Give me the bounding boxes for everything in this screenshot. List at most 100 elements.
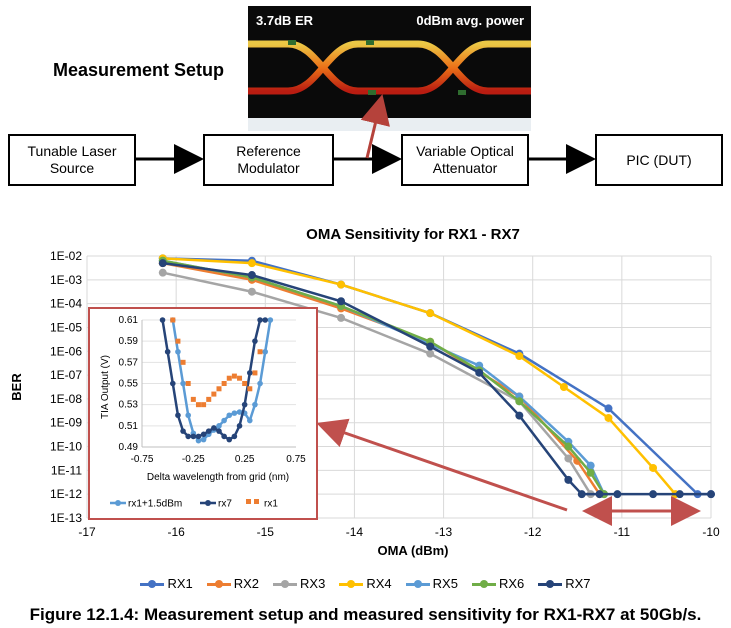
y-tick-label: 1E-05: [50, 320, 82, 334]
inset-data-point: [226, 375, 232, 381]
inset-data-point: [252, 370, 258, 376]
inset-data-point: [221, 381, 227, 386]
inset-ylabel: TIA Output (V): [100, 355, 111, 419]
y-tick-label: 1E-03: [50, 273, 82, 287]
inset-y-tick: 0.55: [119, 379, 139, 390]
chart-title: OMA Sensitivity for RX1 - RX7: [306, 226, 520, 243]
inset-data-point: [175, 338, 181, 344]
y-tick-label: 1E-12: [50, 487, 82, 501]
data-point: [426, 349, 435, 358]
inset-data-point: [226, 436, 233, 443]
inset-x-tick: 0.75: [286, 454, 306, 465]
inset-data-point: [195, 402, 201, 408]
data-point: [158, 259, 167, 268]
inset-data-point: [170, 380, 176, 387]
legend-label: RX3: [300, 576, 326, 591]
legend-swatch: [471, 579, 496, 589]
inset-data-point: [180, 380, 186, 387]
legend-swatch: [140, 579, 165, 589]
inset-legend-item: rx7: [200, 499, 232, 510]
data-point: [426, 342, 435, 351]
inset-legend-item: rx1+1.5dBm: [110, 499, 182, 510]
data-point: [564, 454, 573, 463]
box-reference-modulator: Reference Modulator: [203, 134, 334, 186]
inset-panel: [88, 307, 318, 520]
data-point: [475, 368, 484, 377]
y-tick-label: 1E-06: [50, 344, 82, 358]
inset-x-tick: -0.75: [131, 454, 154, 465]
inset-data-point: [221, 433, 227, 440]
data-point: [649, 490, 658, 499]
inset-series-rx1: [170, 317, 263, 408]
legend-swatch: [206, 579, 231, 589]
inset-data-point: [211, 425, 217, 431]
legend-item: RX7: [538, 576, 591, 591]
box-pic-dut: PIC (DUT): [595, 134, 723, 186]
inset-legend-swatch: [246, 499, 251, 504]
inset-data-point: [252, 401, 258, 408]
inset-xlabel: Delta wavelength from grid (nm): [147, 472, 289, 483]
inset-legend-dot: [115, 500, 121, 506]
inset-data-point: [257, 349, 263, 355]
inset-legend-swatch: [254, 499, 259, 504]
y-tick-label: 1E-13: [50, 511, 82, 525]
legend-label: RX2: [233, 576, 260, 591]
legend-item: RX1: [140, 576, 193, 591]
inset-data-point: [200, 436, 207, 443]
legend-item: RX3: [273, 576, 325, 591]
inset-data-point: [247, 417, 253, 424]
data-point: [586, 468, 595, 477]
inset-series-rx1-1-5dbm: [170, 317, 274, 444]
data-point: [337, 280, 346, 289]
legend-swatch: [538, 579, 563, 589]
legend-swatch: [273, 579, 298, 589]
inset-data-point: [159, 317, 166, 323]
data-point: [604, 413, 613, 422]
oma-sensitivity-chart: OMA Sensitivity for RX1 - RX7 1E-02 1E-03…: [9, 226, 720, 558]
inset-data-point: [216, 428, 222, 434]
series-rx3: [158, 268, 595, 499]
x-tick-label: -14: [346, 525, 364, 539]
data-point: [649, 463, 658, 472]
x-tick-label: -17: [78, 525, 96, 539]
inset-data-point: [164, 348, 171, 355]
callout-arrow-to-inset: [316, 418, 568, 512]
chart-ylabel: BER: [9, 373, 24, 401]
series-rx4: [158, 254, 680, 499]
x-tick-label: -12: [524, 525, 542, 539]
inset-data-point: [236, 423, 243, 429]
chart-legend: RX1 RX2 RX3 RX4 RX5 RX6 RX7: [0, 576, 731, 591]
inset-y-tick: 0.59: [119, 336, 139, 347]
data-point: [559, 383, 568, 391]
eye-diagram-image: 3.7dB ER 0dBm avg. power: [248, 6, 531, 131]
inset-data-point: [175, 348, 181, 355]
inset-data-point: [257, 380, 263, 387]
arrow-to-eye: [360, 94, 390, 159]
y-tick-label: 1E-08: [50, 392, 82, 406]
inset-data-point: [211, 391, 217, 397]
box-laser-source: Tunable Laser Source: [8, 134, 136, 186]
inset-data-point: [252, 338, 258, 344]
x-tick-label: -13: [435, 525, 453, 539]
inset-data-point: [180, 428, 186, 434]
setup-arrows: [134, 94, 596, 174]
y-tick-label: 1E-07: [50, 368, 82, 382]
inset-data-point: [185, 412, 191, 419]
figure-caption: Figure 12.1.4: Measurement setup and mea…: [29, 605, 702, 624]
inset-data-point: [241, 401, 248, 408]
legend-label: RX7: [565, 576, 591, 591]
inset-legend-dot: [205, 500, 211, 506]
data-point: [426, 309, 435, 318]
x-tick-label: -15: [257, 525, 275, 539]
data-point: [577, 490, 586, 499]
data-point: [158, 268, 167, 277]
legend-item: RX2: [206, 576, 260, 591]
data-point: [675, 490, 684, 499]
data-point: [604, 404, 613, 413]
legend-item: RX5: [405, 576, 458, 591]
inset-data-point: [175, 412, 181, 419]
data-point: [515, 397, 524, 406]
inset-data-point: [195, 437, 202, 444]
inset-data-point: [216, 386, 222, 392]
inset-data-point: [170, 317, 176, 323]
